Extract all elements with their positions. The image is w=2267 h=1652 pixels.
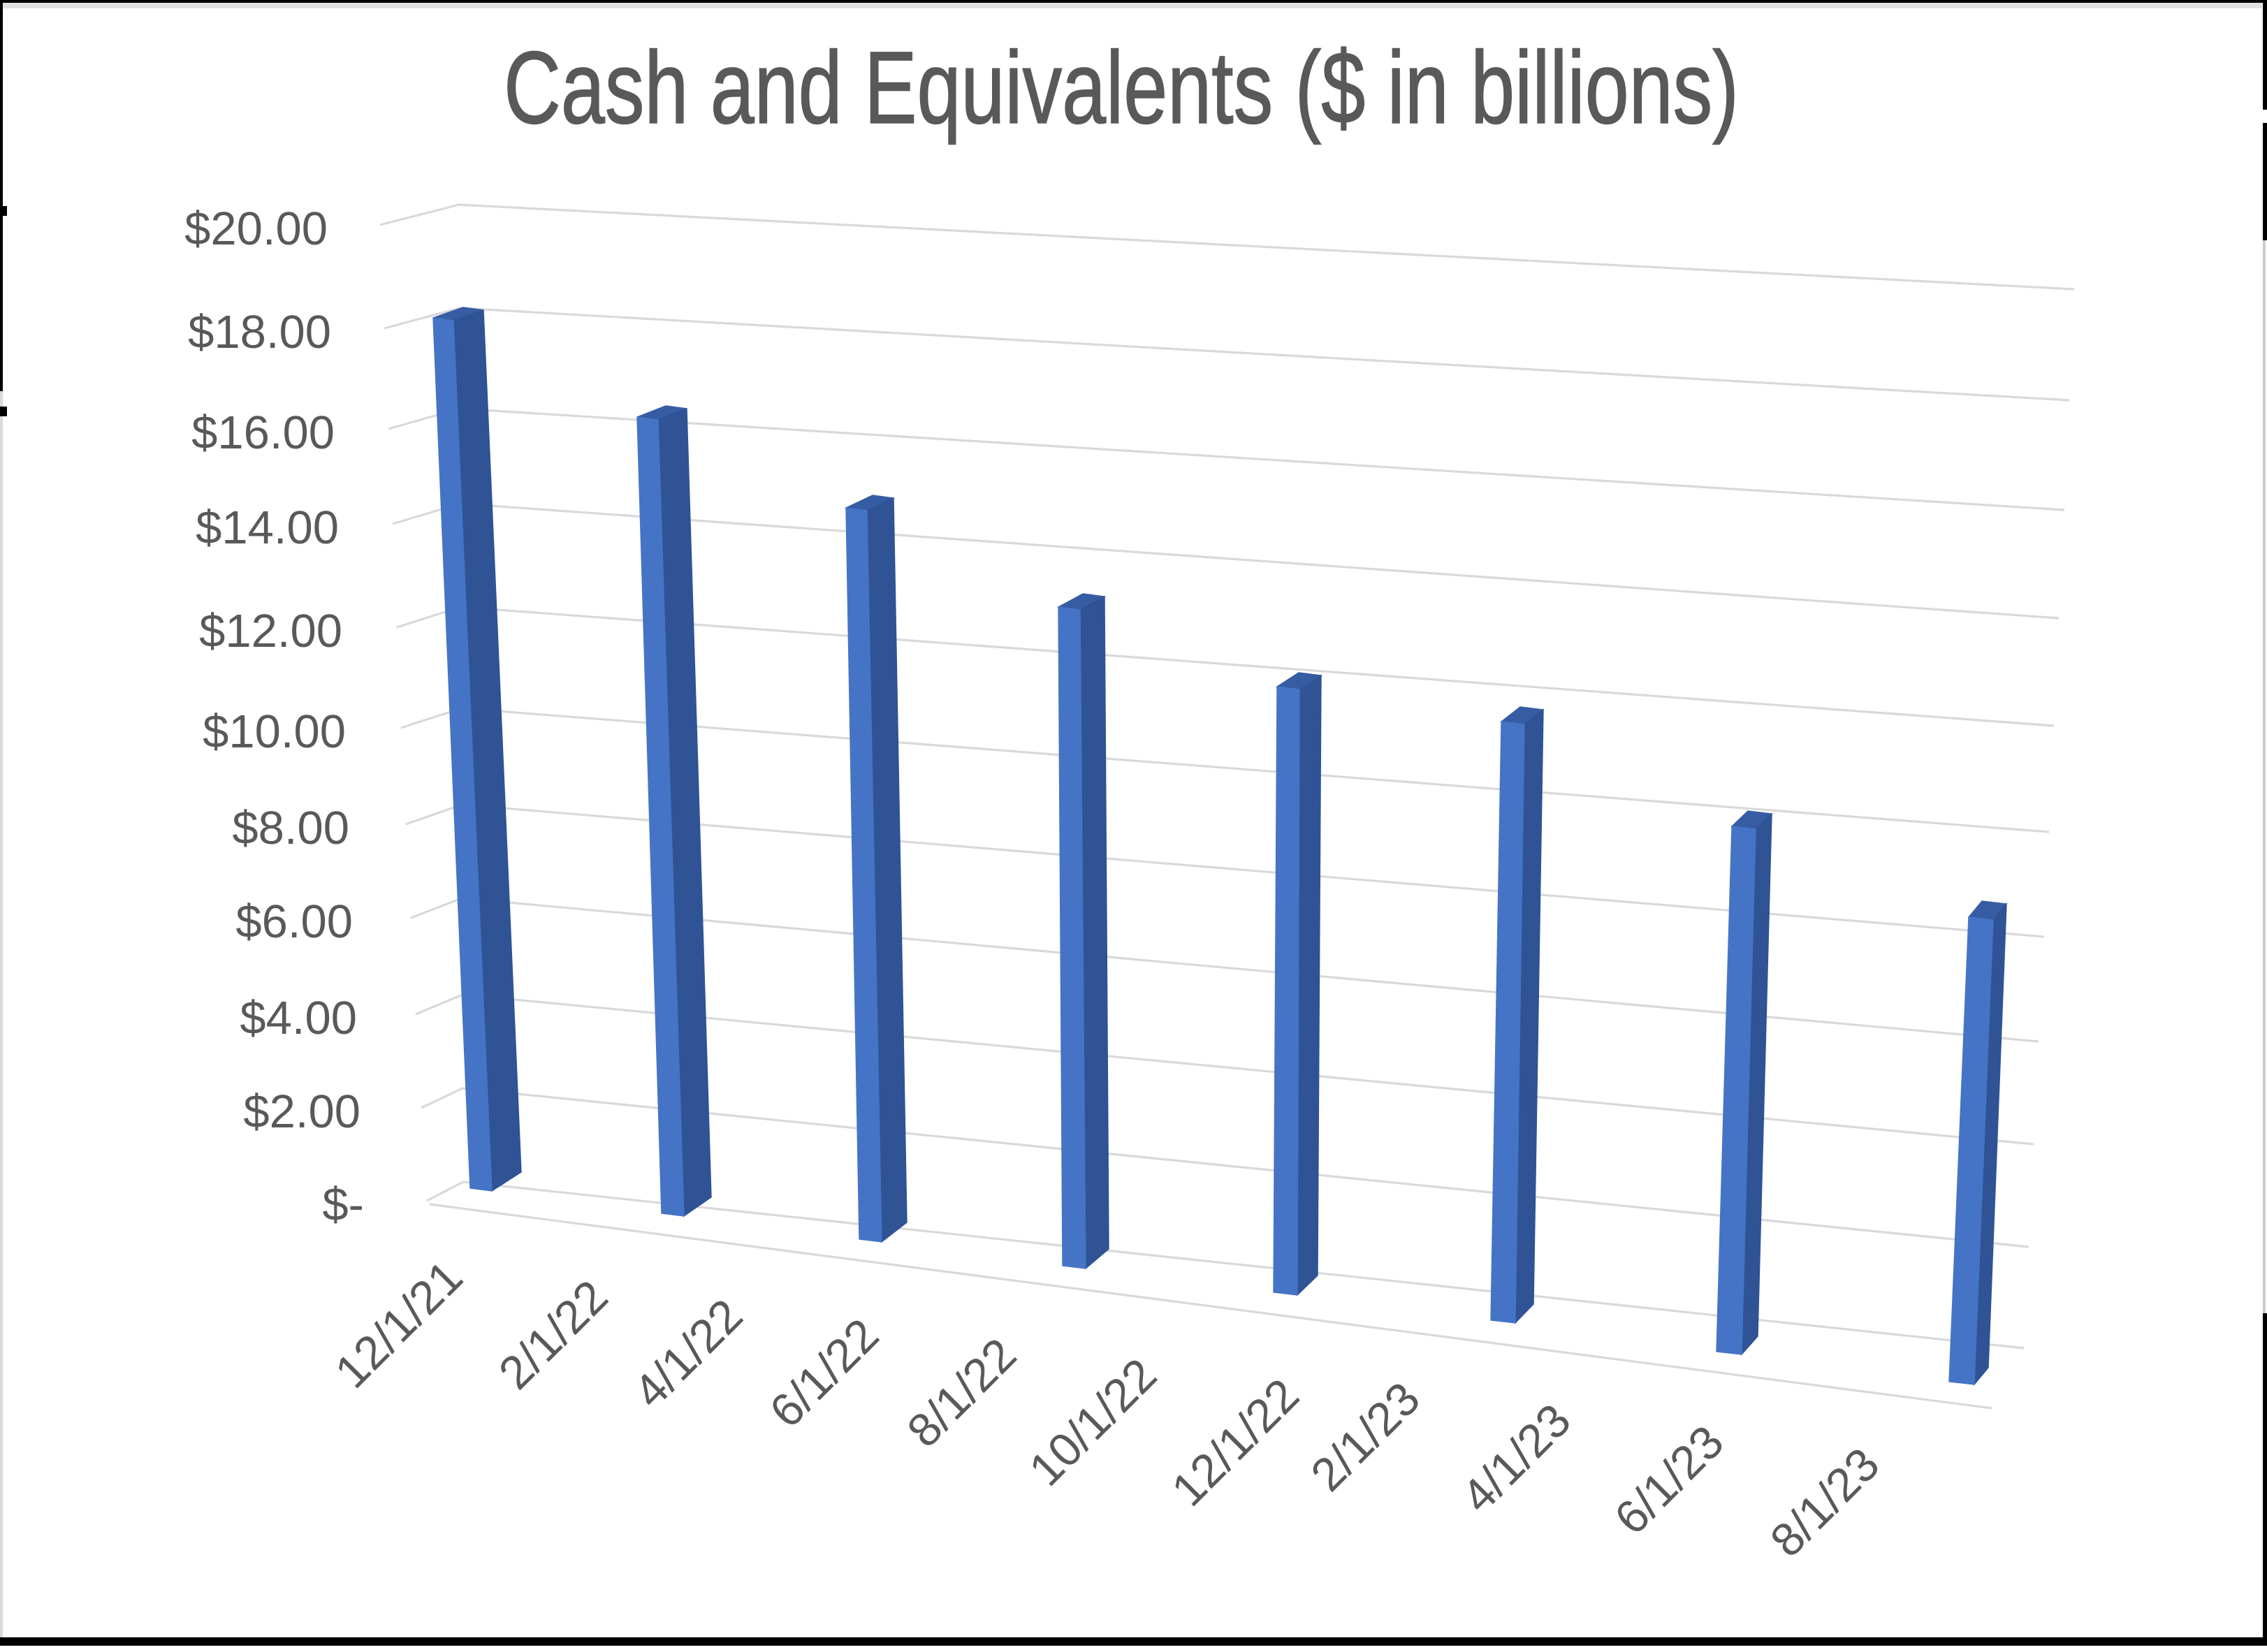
svg-text:$2.00: $2.00: [243, 1086, 360, 1138]
svg-text:$4.00: $4.00: [240, 992, 357, 1044]
svg-text:$20.00: $20.00: [184, 203, 328, 255]
svg-text:$6.00: $6.00: [235, 896, 353, 948]
svg-text:Cash and Equivalents ($ in bil: Cash and Equivalents ($ in billions): [504, 30, 1739, 145]
svg-text:$12.00: $12.00: [199, 605, 342, 657]
svg-text:$10.00: $10.00: [203, 706, 346, 758]
svg-text:$16.00: $16.00: [191, 407, 335, 459]
svg-text:$14.00: $14.00: [196, 502, 339, 554]
svg-text:$8.00: $8.00: [232, 802, 349, 854]
svg-text:$-: $-: [322, 1178, 364, 1231]
svg-text:$18.00: $18.00: [188, 306, 331, 358]
